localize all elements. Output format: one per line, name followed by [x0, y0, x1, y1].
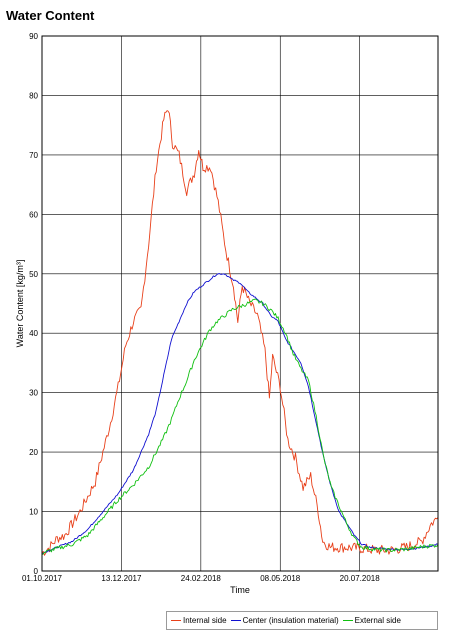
series-line-center [41, 273, 439, 555]
legend-item-internal: Internal side [171, 616, 227, 625]
legend-item-center: Center (insulation material) [230, 616, 339, 625]
y-tick-label-80: 80 [29, 91, 38, 100]
series-layer [41, 110, 439, 556]
x-tick-label-4: 20.07.2018 [340, 574, 381, 583]
legend-swatch-internal [171, 620, 181, 621]
legend-label-center: Center (insulation material) [242, 616, 339, 625]
legend-label-external: External side [354, 616, 401, 625]
y-axis-label: Water Content [kg/m³] [15, 260, 25, 348]
y-tick-label-50: 50 [29, 270, 38, 279]
y-tick-label-10: 10 [29, 508, 38, 517]
chart-legend: Internal side Center (insulation materia… [166, 611, 438, 630]
y-tick-label-90: 90 [29, 32, 38, 41]
series-line-external [41, 298, 439, 555]
chart-title: Water Content [6, 8, 95, 23]
legend-label-internal: Internal side [183, 616, 227, 625]
y-tick-label-70: 70 [29, 151, 38, 160]
y-tick-label-20: 20 [29, 448, 38, 457]
y-tick-label-30: 30 [29, 389, 38, 398]
x-tick-labels: 01.10.2017 13.12.2017 24.02.2018 08.05.2018… [22, 574, 380, 583]
y-tick-label-60: 60 [29, 210, 38, 219]
legend-swatch-external [342, 620, 353, 621]
plot-frame [41, 35, 439, 572]
x-tick-label-3: 08.05.2018 [260, 574, 301, 583]
y-tick-labels: 0 10 20 30 40 50 60 70 80 90 [29, 32, 38, 576]
legend-swatch-center [230, 620, 241, 621]
x-tick-label-2: 24.02.2018 [181, 574, 222, 583]
legend-item-external: External side [342, 616, 401, 625]
x-tick-label-1: 13.12.2017 [101, 574, 142, 583]
x-tick-label-0: 01.10.2017 [22, 574, 63, 583]
y-tick-label-0: 0 [34, 567, 39, 576]
y-tick-label-40: 40 [29, 329, 38, 338]
x-axis-label: Time [230, 585, 250, 595]
